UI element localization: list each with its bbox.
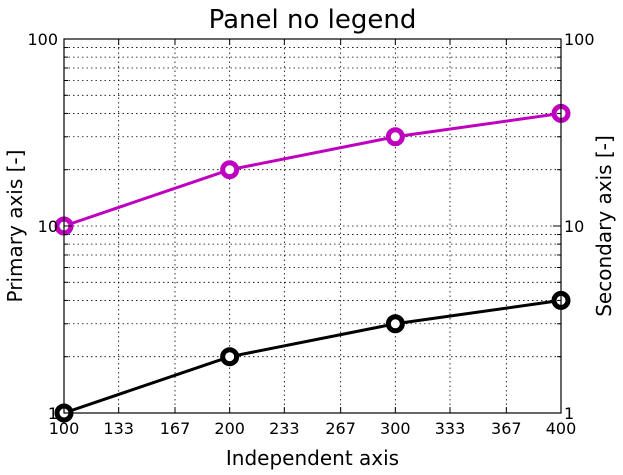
y-axis-label: Primary axis [-] [3,150,27,303]
x-tick-label: 267 [325,419,356,438]
y-tick-label: 10 [38,217,58,236]
x-tick-label: 200 [214,419,245,438]
y-axis-label-right: Secondary axis [-] [592,135,616,317]
x-tick-label: 167 [160,419,191,438]
y-tick-label-right: 1 [564,404,574,423]
y-tick-label: 1 [48,404,58,423]
x-tick-label: 400 [546,419,577,438]
x-tick-label: 367 [491,419,522,438]
x-tick-label: 100 [49,419,80,438]
x-tick-label: 133 [103,419,134,438]
data-point [220,347,240,367]
data-point [220,160,240,180]
y-tick-label: 100 [27,30,58,49]
series-line [63,298,562,415]
x-tick-label: 333 [435,419,466,438]
x-tick-label: 233 [269,419,300,438]
y-tick-label-right: 10 [564,217,584,236]
chart-title: Panel no legend [209,5,417,35]
gridlines [63,38,562,414]
y-tick-label-right: 100 [564,30,595,49]
data-point [385,314,405,334]
series-layer [54,103,571,423]
data-point [385,127,405,147]
x-tick-label: 300 [380,419,411,438]
series-line [63,111,562,228]
x-axis-label: Independent axis [226,446,399,470]
